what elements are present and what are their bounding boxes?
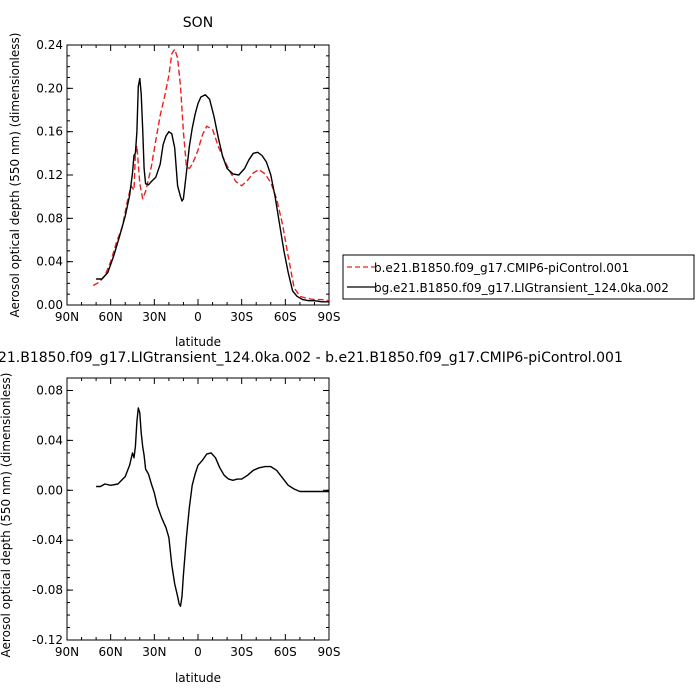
x-tick-label: 30N [142,310,166,324]
y-tick-label: 0.08 [36,211,63,225]
x-tick-label: 60N [99,310,123,324]
top-x-axis-label: latitude [175,335,221,349]
x-tick-label: 60S [274,645,297,659]
legend-box [342,254,695,300]
series-line-0 [96,407,329,607]
bottom-panel: bg.e21.B1850.f09_g17.LIGtransient_124.0k… [0,350,623,685]
legend-label-transient: bg.e21.B1850.f09_g17.LIGtransient_124.0k… [374,281,669,295]
y-tick-label: 0.08 [36,383,63,397]
bottom-x-axis-label: latitude [175,671,221,685]
x-tick-label: 30S [230,645,253,659]
y-tick-label: 0.24 [36,38,63,52]
top-y-axis-label: Aerosol optical depth (550 nm) (dimensio… [8,33,22,318]
y-tick-label: 0.16 [36,125,63,139]
y-tick-label: 0.00 [36,483,63,497]
y-tick-label: 0.20 [36,81,63,95]
bottom-chart-title: bg.e21.B1850.f09_g17.LIGtransient_124.0k… [0,350,623,366]
y-tick-label: -0.12 [32,633,63,647]
y-tick-label: 0.00 [36,298,63,312]
x-tick-label: 60N [99,645,123,659]
y-tick-label: 0.04 [36,255,63,269]
legend-label-control: b.e21.B1850.f09_g17.CMIP6-piControl.001 [374,261,629,275]
series-line-0 [92,48,330,302]
x-tick-label: 0 [194,310,202,324]
y-tick-label: 0.04 [36,433,63,447]
x-tick-label: 0 [194,645,202,659]
legend: b.e21.B1850.f09_g17.CMIP6-piControl.001 … [342,254,695,300]
y-tick-label: -0.04 [32,533,63,547]
x-tick-label: 90S [318,310,341,324]
top-panel: SON Aerosol optical depth (550 nm) (dime… [8,15,340,349]
x-tick-label: 30S [230,310,253,324]
x-tick-label: 90S [318,645,341,659]
bottom-plot-area: 90N 60N 30N 0 30S 60S 90S -0.12 -0.08 -0.04 0.00 0.… [32,377,341,659]
top-plot-area: 90N 60N 30N 0 30S 60S 90S 0.00 0.04 0.08 0.12 0.16 0… [36,38,340,324]
series-line-1 [96,77,329,303]
x-tick-label: 30N [142,645,166,659]
y-tick-label: -0.08 [32,583,63,597]
x-tick-label: 90N [55,310,79,324]
bottom-y-axis-label: Aerosol optical depth (550 nm) (dimensio… [0,373,13,658]
x-tick-label: 60S [274,310,297,324]
top-chart-title: SON [183,15,213,31]
plot-frame [66,377,330,641]
y-tick-label: 0.12 [36,168,63,182]
x-tick-label: 90N [55,645,79,659]
